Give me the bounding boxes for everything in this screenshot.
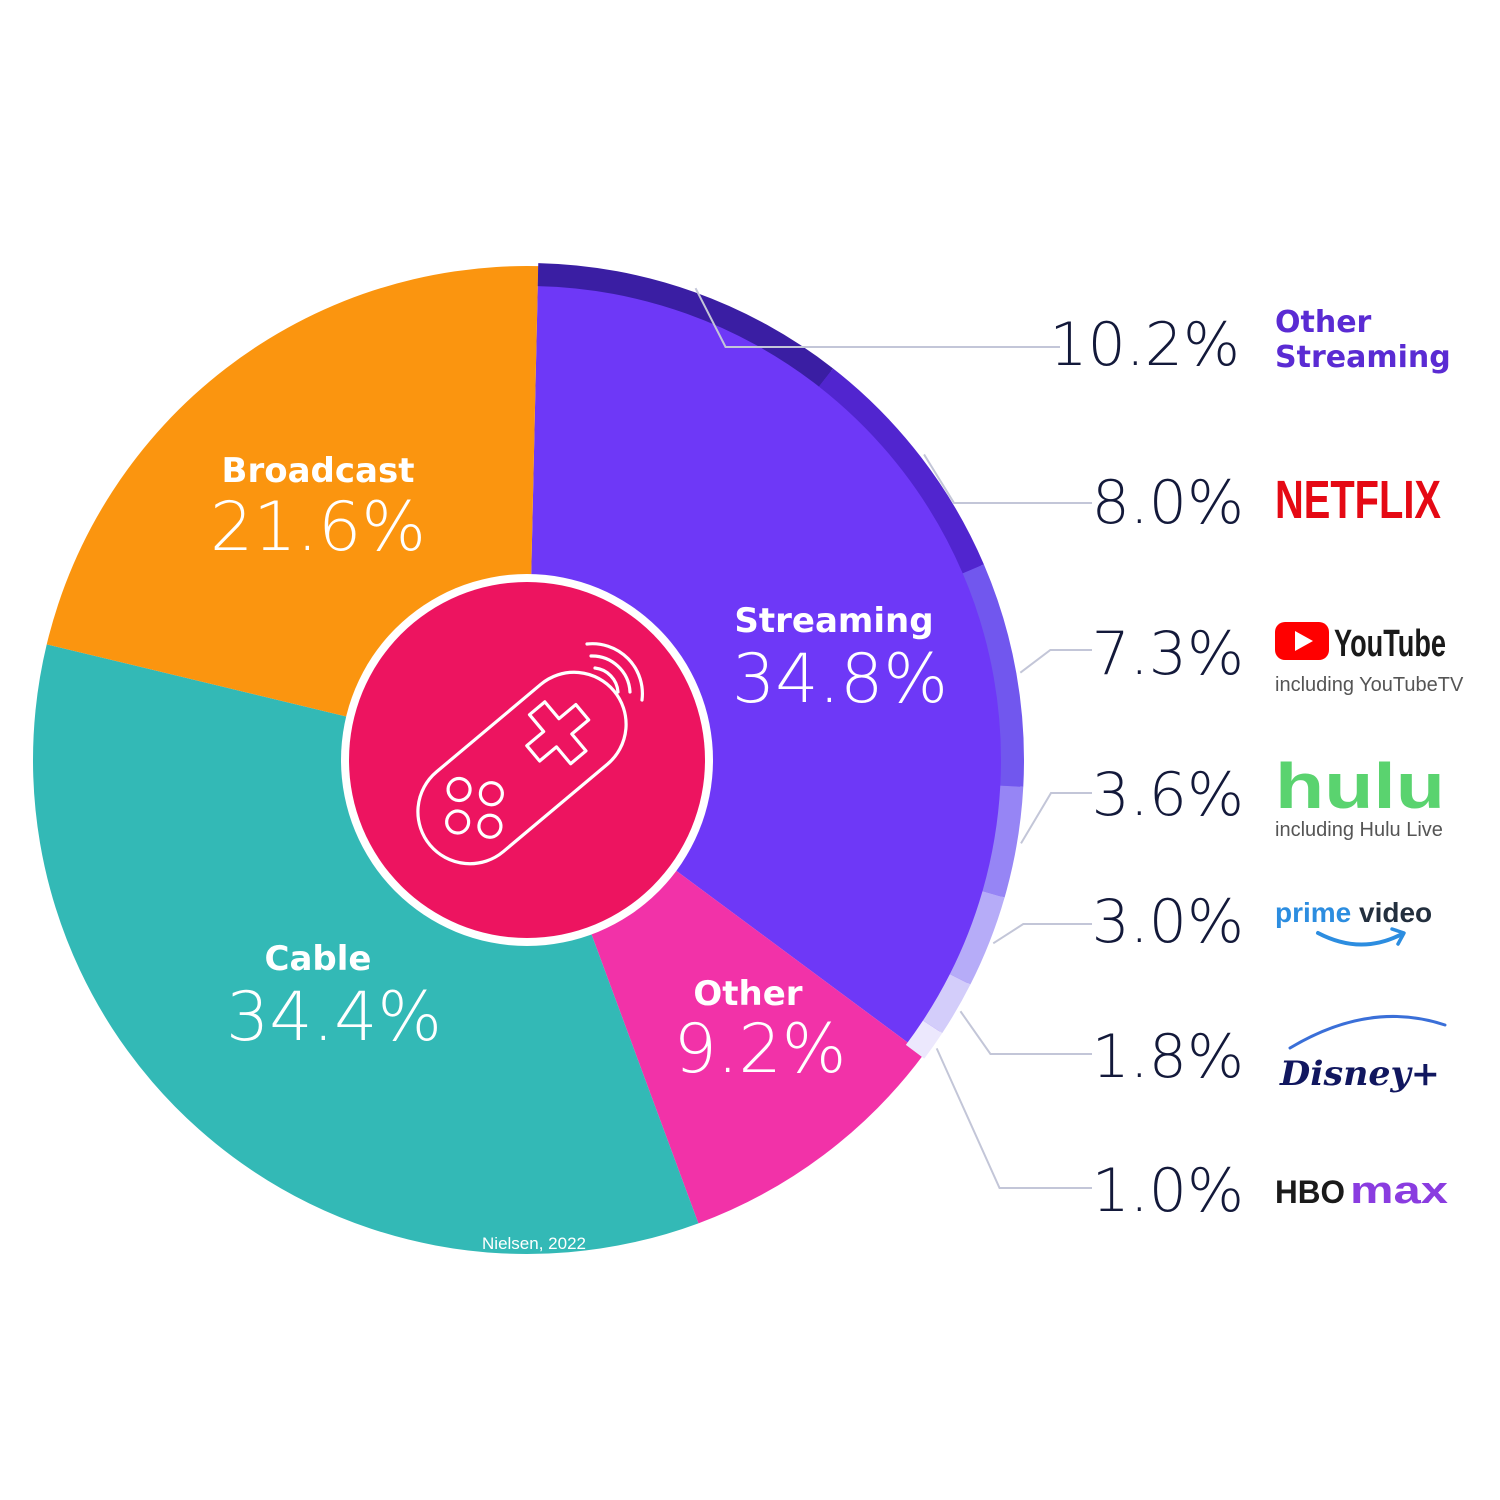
- hulu-sublabel: including Hulu Live: [1275, 819, 1443, 841]
- prime-video-logo: prime video: [1275, 897, 1432, 947]
- segment-value: 34.8%: [732, 640, 948, 719]
- disney-arc-icon: [1288, 1015, 1447, 1050]
- hulu-value: 3.6%: [1092, 760, 1244, 830]
- rim-arc-netflix: [818, 368, 984, 574]
- segment-label-other: Other 9.2%: [674, 974, 847, 1089]
- segment-label-cable: Cable 34.4%: [226, 939, 442, 1057]
- leader-line: [935, 1047, 1092, 1189]
- prime-video-value: 3.0%: [1092, 887, 1244, 957]
- other-streaming-value: 10.2%: [1049, 310, 1240, 380]
- segment-value: 34.4%: [226, 978, 442, 1057]
- other-streaming-label-line1: Other: [1275, 305, 1372, 340]
- hulu-wordmark: hulu: [1275, 750, 1445, 822]
- rim-arc-hulu: [982, 785, 1024, 898]
- leader-line: [1020, 792, 1092, 844]
- center-circle: [349, 582, 705, 938]
- leader-lines: [694, 287, 1092, 1189]
- segment-label-streaming: Streaming 34.8%: [732, 601, 948, 719]
- prime-smile-icon: [1316, 931, 1402, 947]
- other-streaming-label-line2: Streaming: [1275, 340, 1451, 375]
- rim-arc-disney-: [922, 974, 971, 1034]
- streaming-breakdown-rim: [537, 263, 1024, 1059]
- hbo-max-value: 1.0%: [1092, 1156, 1244, 1226]
- leader-line: [992, 923, 1092, 945]
- disney-plus-logo: Disney+: [1279, 1015, 1447, 1094]
- leader-line: [694, 287, 1060, 348]
- leader-line: [959, 1010, 1092, 1055]
- svg-text:HBO: HBO: [1275, 1174, 1345, 1210]
- svg-text:max: max: [1350, 1170, 1448, 1212]
- leader-line: [923, 453, 1092, 504]
- disney-plus-value: 1.8%: [1092, 1022, 1244, 1092]
- hulu-logo: hulu including Hulu Live: [1275, 750, 1445, 841]
- hbo-max-logo: HBO max: [1275, 1170, 1448, 1212]
- svg-text:prime video: prime video: [1275, 897, 1432, 928]
- rim-arc-youtube: [962, 564, 1024, 787]
- netflix-value: 8.0%: [1092, 468, 1244, 538]
- center-badge: [341, 574, 713, 946]
- source-note: Nielsen, 2022: [482, 1234, 586, 1253]
- rim-arc-hbo-max: [905, 1020, 943, 1059]
- segment-name: Broadcast: [222, 451, 415, 491]
- disney-wordmark: Disney+: [1279, 1054, 1440, 1094]
- leader-line: [1019, 649, 1092, 674]
- segment-name: Cable: [265, 939, 372, 979]
- game-controller-remote-icon: [416, 642, 644, 866]
- segment-name: Streaming: [734, 601, 933, 641]
- netflix-wordmark: NETFLIX: [1275, 470, 1441, 530]
- segment-value: 21.6%: [210, 488, 426, 567]
- breakdown-logos: Other Streaming NETFLIX YouTube includin…: [1275, 305, 1464, 1212]
- youtube-value: 7.3%: [1092, 619, 1244, 689]
- segment-value: 9.2%: [674, 1010, 847, 1089]
- youtube-wordmark: YouTube: [1334, 623, 1446, 665]
- breakdown-values: 10.2% 8.0% 7.3% 3.6% 3.0% 1.8% 1.0%: [1049, 310, 1244, 1226]
- segment-label-broadcast: Broadcast 21.6%: [210, 451, 426, 567]
- rim-arc-other-streaming: [537, 263, 834, 387]
- rim-arc-prime-video: [949, 891, 1005, 985]
- segment-name: Other: [693, 974, 802, 1014]
- youtube-logo: YouTube including YouTubeTV: [1275, 622, 1464, 696]
- netflix-logo: NETFLIX: [1275, 470, 1441, 530]
- youtube-sublabel: including YouTubeTV: [1275, 674, 1464, 696]
